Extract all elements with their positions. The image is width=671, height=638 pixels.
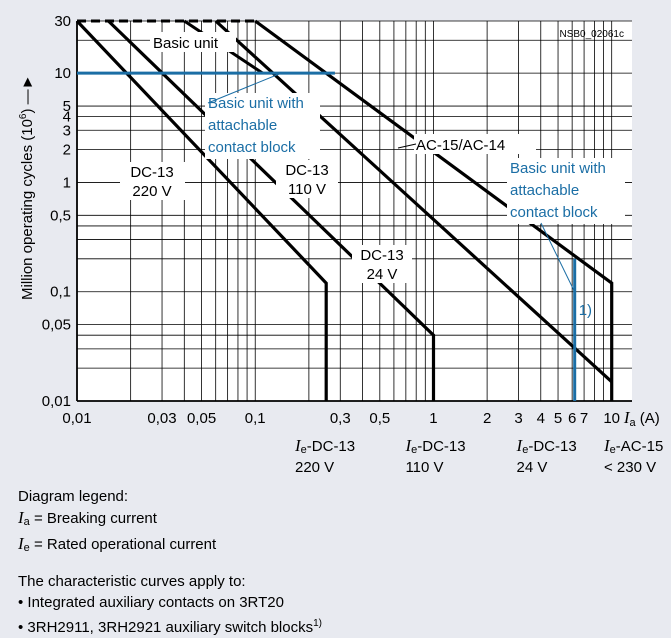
legend-item-breaking-current: Ia = Breaking current	[18, 508, 157, 528]
y-tick-label: 0,1	[50, 284, 71, 301]
legend-item-rated-current: Ie = Rated operational current	[18, 534, 217, 554]
label-dc13-110: DC-13	[285, 162, 328, 179]
chart-area: 30 10 5 4 3 2 1 0,5 0,1 0,05 0,01 0,01 0,03 0,05 0,1 0,…	[18, 13, 664, 476]
y-tick-label: 30	[54, 13, 71, 30]
x-sub-label: Ie-DC-13 220 V	[294, 436, 356, 476]
label-footnote: 1)	[579, 302, 592, 319]
y-tick-label: 5	[63, 98, 71, 115]
label-dc13-220: 220 V	[132, 183, 171, 200]
y-tick-label: 10	[54, 65, 71, 82]
label-bg	[507, 158, 625, 224]
y-tick-label: 4	[63, 109, 71, 126]
label-bg	[205, 93, 320, 159]
leader-line	[397, 143, 417, 149]
y-axis-label: Million operating cycles (106) —►	[18, 74, 36, 301]
y-tick-label: 0,01	[42, 393, 71, 410]
x-tick-label: 5	[554, 410, 562, 427]
x-tick-label: 1	[429, 410, 437, 427]
note-item-2: • 3RH2911, 3RH2921 auxiliary switch bloc…	[18, 618, 323, 636]
y-tick-label: 0,5	[50, 207, 71, 224]
y-tick-label: 1	[63, 174, 71, 191]
label-blue-right-line: contact block	[510, 204, 598, 221]
x-sub-label: Ie-DC-13 24 V	[516, 436, 577, 476]
notes-title: The characteristic curves apply to:	[18, 573, 246, 590]
x-tick-label: 6	[568, 410, 576, 427]
x-tick-label: 7	[580, 410, 588, 427]
x-tick-label: 0,1	[245, 410, 266, 427]
x-axis-label: Ia (A)	[623, 408, 660, 429]
label-bg	[276, 160, 338, 198]
label-dc13-24: 24 V	[367, 266, 398, 283]
series-line-2	[214, 19, 613, 383]
x-tick-label: 2	[483, 410, 491, 427]
x-tick-label: 0,5	[369, 410, 390, 427]
x-tick-label: 4	[537, 410, 545, 427]
figure-code: NSB0_02061c	[560, 29, 625, 40]
label-dc13-220: DC-13	[130, 164, 173, 181]
series-line-3	[254, 19, 614, 401]
label-blue-top-line: contact block	[208, 139, 296, 156]
series-line-0	[75, 19, 328, 401]
label-blue-top-line: Basic unit with	[208, 95, 304, 112]
x-tick-label: 10	[603, 410, 620, 427]
y-tick-label: 0,05	[42, 317, 71, 334]
leader-line	[207, 72, 282, 104]
label-bg	[150, 32, 236, 52]
label-bg	[120, 162, 185, 200]
legend-area: Diagram legend: Ia = Breaking current Ie…	[18, 486, 322, 638]
y-tick-label: 2	[63, 142, 71, 159]
label-basic-unit: Basic unit	[153, 35, 219, 52]
x-tick-label: 0,05	[187, 410, 216, 427]
x-sub-label: Ie-DC-13 110 V	[405, 436, 466, 476]
legend-title: Diagram legend:	[18, 488, 129, 505]
y-tick-label: 3	[63, 122, 71, 139]
label-blue-right-line: Basic unit with	[510, 160, 606, 177]
note-item-1: • Integrated auxiliary contacts on 3RT20	[18, 594, 284, 611]
label-bg	[414, 134, 536, 154]
label-dc13-24: DC-13	[360, 247, 403, 264]
leader-line	[540, 222, 576, 293]
label-bg	[352, 245, 412, 283]
label-ac15: AC-15/AC-14	[416, 137, 505, 154]
x-tick-label: 3	[514, 410, 522, 427]
x-tick-label: 0,01	[62, 410, 91, 427]
label-blue-right-line: attachable	[510, 182, 579, 199]
label-dc13-110: 110 V	[288, 181, 326, 198]
x-sub-label: Ie-AC-15 < 230 V	[604, 436, 664, 476]
x-tick-label: 0,3	[330, 410, 351, 427]
label-blue-top-line: attachable	[208, 117, 277, 134]
x-tick-label: 0,03	[147, 410, 176, 427]
